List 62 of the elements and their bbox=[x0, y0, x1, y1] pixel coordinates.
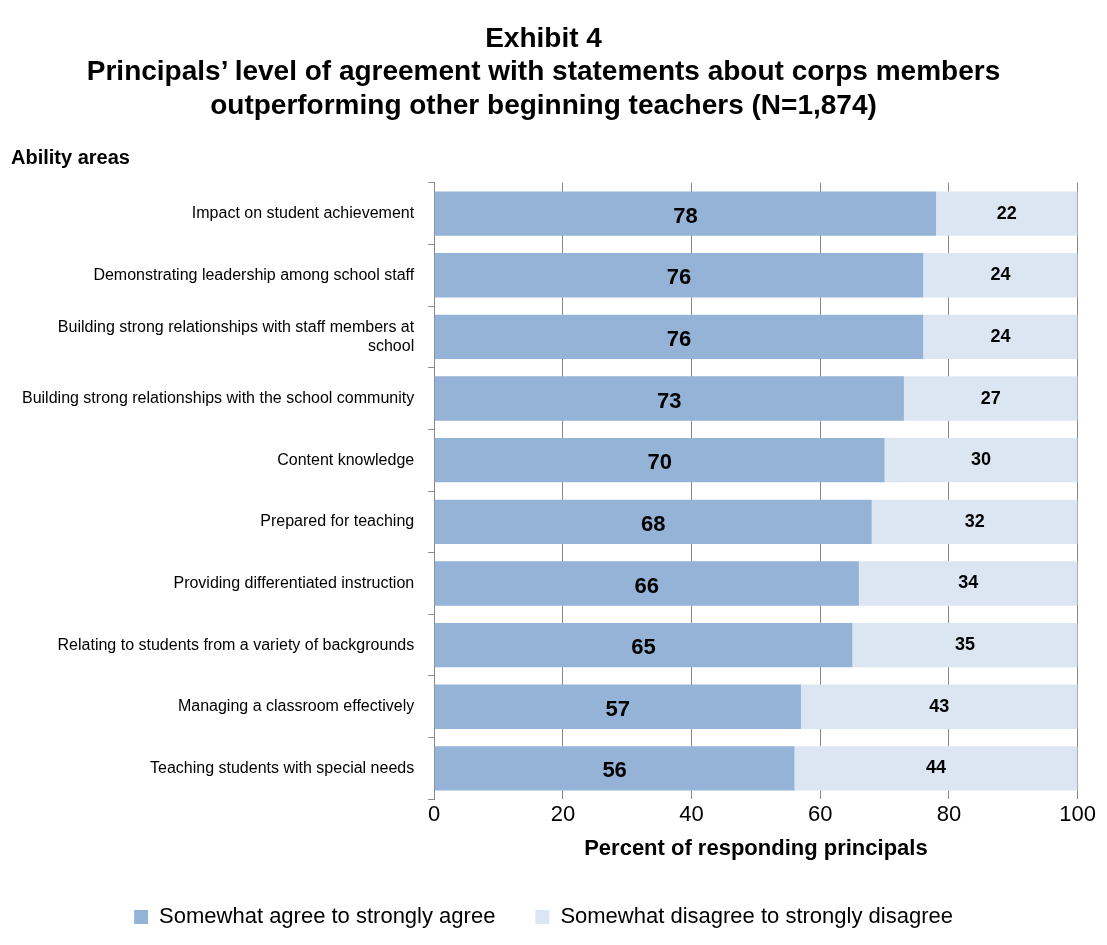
bar bbox=[434, 684, 801, 729]
y-tick-label: Relating to students from a variety of backgrounds bbox=[57, 635, 415, 653]
data-label: 35 bbox=[955, 634, 976, 655]
x-axis-title: Percent of responding principals bbox=[584, 834, 928, 860]
bar bbox=[936, 191, 1078, 236]
data-label: 34 bbox=[958, 572, 979, 593]
legend-label: Somewhat disagree to strongly disagree bbox=[560, 903, 953, 929]
y-tick-label: Demonstrating leadership among school staff bbox=[93, 265, 415, 283]
bar bbox=[434, 499, 872, 545]
data-label: 22 bbox=[996, 202, 1017, 223]
bar bbox=[794, 746, 1078, 791]
bar bbox=[884, 437, 1078, 483]
data-label: 66 bbox=[634, 572, 660, 598]
bar bbox=[923, 253, 1078, 298]
data-label: 32 bbox=[964, 510, 985, 531]
chart-subtitle: Principals’ level of agreement with statements about corps members outperforming other beginning teachers (N=1,874) bbox=[86, 55, 1001, 120]
x-tick-label: 80 bbox=[936, 801, 962, 827]
bar bbox=[434, 191, 937, 236]
y-tick-label: Prepared for teaching bbox=[260, 512, 415, 530]
data-label: 70 bbox=[647, 449, 672, 475]
bar bbox=[800, 684, 1078, 729]
y-tick-label: Content knowledge bbox=[277, 450, 415, 468]
y-tick-label: Managing a classroom effectively bbox=[177, 697, 415, 715]
bar bbox=[858, 561, 1078, 606]
bar bbox=[434, 437, 885, 483]
data-label: 68 bbox=[640, 510, 666, 536]
data-label: 44 bbox=[926, 757, 947, 778]
y-tick-label: Providing differentiated instruction bbox=[173, 573, 415, 591]
y-tick-label: Impact on student achievement bbox=[191, 204, 415, 222]
y-tick-label: Teaching students with special needs bbox=[150, 758, 415, 776]
data-label: 30 bbox=[971, 449, 992, 470]
x-tick-label: 20 bbox=[550, 801, 576, 827]
y-tick-label: Building strong relationships with the school community bbox=[21, 388, 415, 406]
data-label: 78 bbox=[673, 202, 698, 228]
data-label: 56 bbox=[602, 757, 627, 783]
chart-title: Exhibit 4 bbox=[485, 21, 603, 53]
x-tick-label: 60 bbox=[808, 801, 833, 827]
bar bbox=[852, 622, 1078, 668]
bar bbox=[903, 376, 1078, 421]
data-label: 76 bbox=[666, 264, 692, 290]
data-label: 73 bbox=[657, 387, 682, 413]
bar bbox=[434, 561, 859, 606]
x-tick-label: 100 bbox=[1059, 801, 1097, 827]
bar bbox=[434, 253, 924, 298]
bar bbox=[434, 746, 795, 791]
legend-label: Somewhat agree to strongly agree bbox=[159, 903, 496, 929]
y-axis-title: Ability areas bbox=[11, 146, 130, 169]
y-tick-label: Building strong relationships with staff members at school bbox=[57, 317, 415, 354]
data-label: 27 bbox=[980, 387, 1001, 408]
bar bbox=[923, 314, 1078, 360]
data-label: 43 bbox=[929, 695, 950, 716]
bar bbox=[871, 499, 1078, 545]
x-tick-label: 0 bbox=[428, 801, 441, 827]
bar bbox=[434, 622, 853, 668]
data-label: 57 bbox=[605, 695, 631, 721]
x-tick-label: 40 bbox=[679, 801, 704, 827]
data-label: 65 bbox=[631, 634, 656, 660]
data-label: 76 bbox=[666, 325, 692, 351]
data-label: 24 bbox=[990, 264, 1011, 285]
data-label: 24 bbox=[990, 325, 1011, 346]
bar bbox=[434, 376, 904, 421]
bar bbox=[434, 314, 924, 360]
